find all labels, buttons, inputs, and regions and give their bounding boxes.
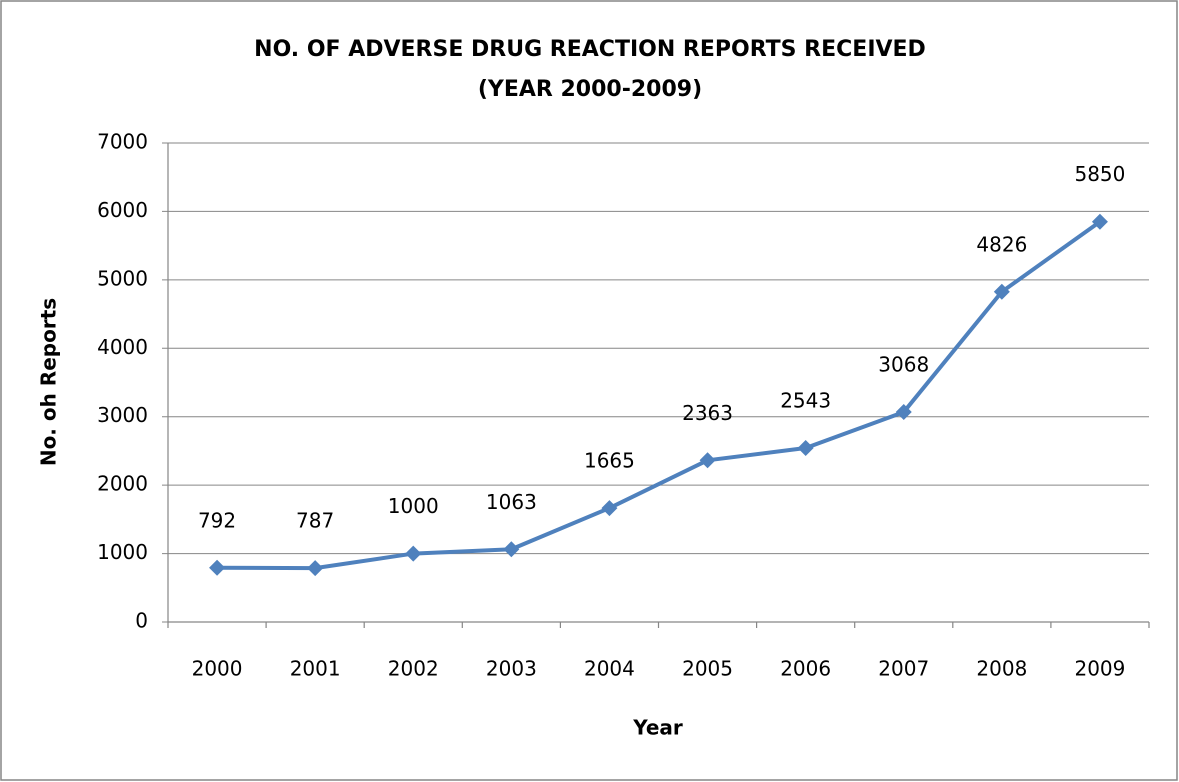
y-axis-label: No. oh Reports [37, 298, 61, 466]
marker [895, 404, 912, 421]
y-tick-label: 4000 [97, 335, 148, 359]
x-tick-label: 2005 [682, 657, 733, 681]
y-tick-label: 7000 [97, 130, 148, 154]
marker [601, 500, 618, 517]
marker [405, 545, 422, 562]
data-label: 1063 [486, 490, 537, 514]
y-tick-label: 6000 [97, 198, 148, 222]
y-tick-label: 5000 [97, 266, 148, 290]
marker [797, 439, 814, 456]
marker [1091, 213, 1108, 230]
y-tick-label: 0 [135, 609, 148, 633]
data-label: 792 [198, 508, 236, 532]
series-line [217, 220, 1102, 571]
x-tick-label: 2002 [388, 657, 439, 681]
data-label: 2363 [682, 401, 733, 425]
marker [503, 541, 520, 558]
marker [307, 560, 324, 577]
data-label: 1665 [584, 449, 635, 473]
data-label: 787 [296, 509, 334, 533]
y-tick-label: 2000 [97, 472, 148, 496]
x-tick-label: 2009 [1074, 657, 1125, 681]
x-tick-label: 2004 [584, 657, 635, 681]
marker [993, 283, 1010, 300]
x-tick-label: 2001 [290, 657, 341, 681]
data-label: 4826 [976, 232, 1027, 256]
data-label: 3068 [878, 353, 929, 377]
marker [209, 559, 226, 576]
y-tick-label: 3000 [97, 403, 148, 427]
x-tick-label: 2000 [192, 657, 243, 681]
chart-title: NO. OF ADVERSE DRUG REACTION REPORTS REC… [254, 37, 926, 62]
x-tick-label: 2007 [878, 657, 929, 681]
data-label: 1000 [388, 494, 439, 518]
data-label: 5850 [1074, 162, 1125, 186]
chart-subtitle: (YEAR 2000-2009) [478, 77, 702, 102]
y-tick-label: 1000 [97, 540, 148, 564]
x-tick-label: 2008 [976, 657, 1027, 681]
x-tick-label: 2006 [780, 657, 831, 681]
x-axis-label: Year [632, 716, 683, 740]
x-tick-label: 2003 [486, 657, 537, 681]
data-label: 2543 [780, 388, 831, 412]
marker [699, 452, 716, 469]
